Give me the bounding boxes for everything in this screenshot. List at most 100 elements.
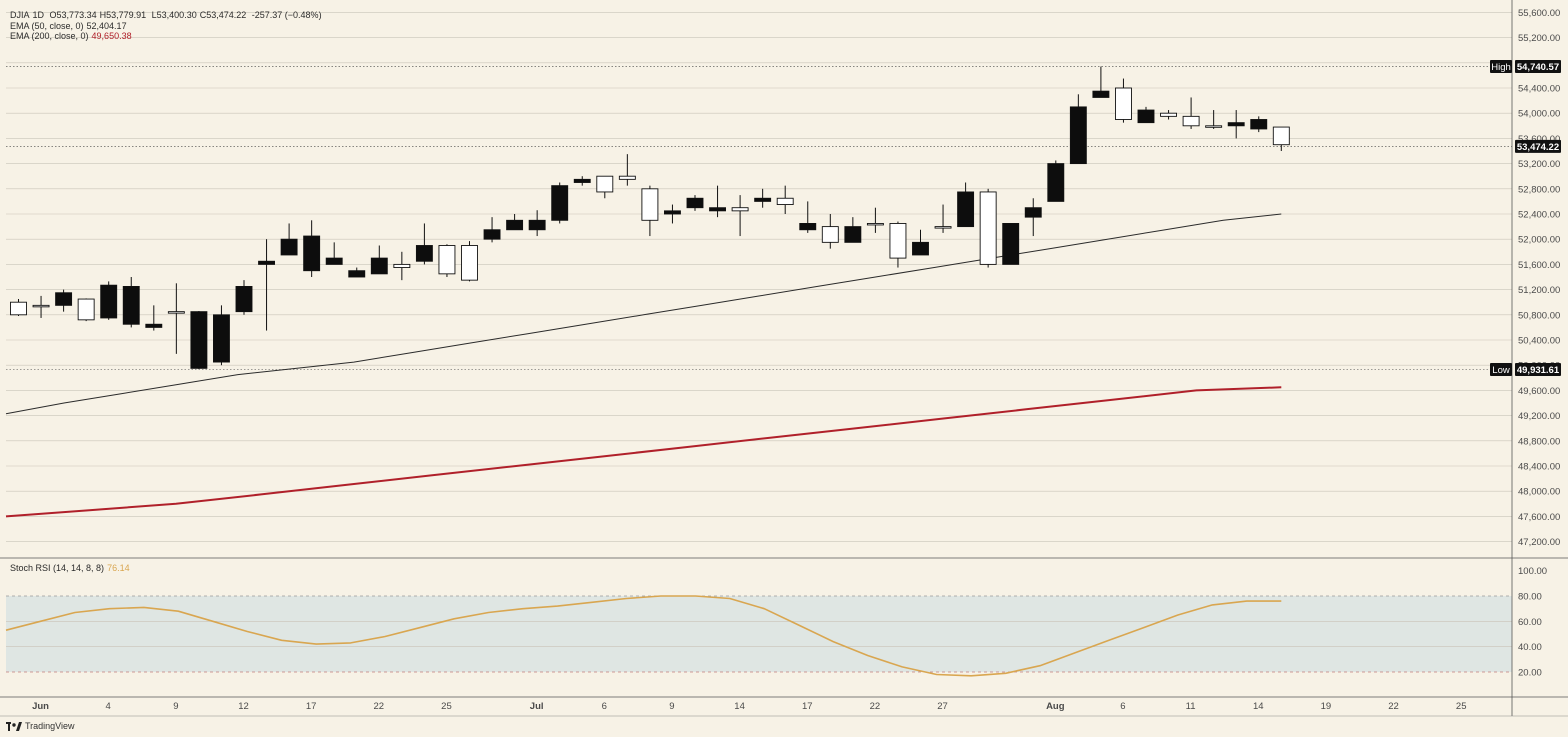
ema50-value: 52,404.17	[86, 21, 127, 31]
candle-body-down	[370, 257, 388, 275]
ema200-line	[5, 386, 1282, 518]
time-tick-label: 27	[937, 701, 948, 712]
low-tag-bg	[1490, 363, 1512, 377]
candle-body-up	[596, 175, 614, 193]
candle	[957, 182, 975, 228]
candle-body-up	[1160, 112, 1178, 117]
price-tick-label: 52,000.00	[1518, 235, 1560, 246]
candle-body-down	[190, 311, 208, 369]
candle	[1069, 94, 1087, 165]
high-tag-label: High	[1491, 62, 1511, 73]
candle-body-down	[235, 286, 253, 313]
last-value: 53,474.22	[1517, 142, 1559, 153]
candle-body-up	[618, 175, 636, 180]
candle	[1092, 66, 1110, 98]
price-grid	[6, 12, 1512, 542]
candle	[866, 207, 884, 233]
candle-body-down	[1047, 163, 1065, 202]
candle	[844, 217, 862, 243]
candle	[212, 305, 230, 366]
stoch-tick-label: 20.00	[1518, 668, 1542, 679]
ema200-value: 49,650.38	[91, 31, 132, 41]
candle-body-down	[325, 257, 343, 265]
candle-body-down	[1069, 106, 1087, 165]
time-tick-label: Aug	[1046, 701, 1065, 712]
ema50-line	[5, 213, 1282, 415]
candle-body-down	[912, 241, 929, 256]
candle-body-down	[1002, 222, 1020, 265]
time-tick-label: 19	[1321, 701, 1332, 712]
candle-body-down	[754, 197, 772, 202]
candle-body-up	[889, 222, 907, 259]
price-tick-label: 53,600.00	[1518, 134, 1560, 145]
candle	[528, 210, 546, 237]
candle	[167, 283, 185, 354]
candle	[122, 277, 140, 328]
time-tick-label: Jul	[530, 701, 544, 712]
candle-body-up	[821, 226, 839, 243]
candle	[799, 201, 817, 233]
candle-body-down	[280, 238, 298, 256]
candle	[596, 175, 614, 199]
high-value: 54,740.57	[1517, 62, 1559, 73]
ema50-label: EMA (50, close, 0)	[10, 21, 84, 31]
candle	[77, 298, 95, 322]
candle	[415, 223, 433, 265]
candle	[348, 267, 366, 278]
ohlc-legend: DJIA 1D O53,773.34 H53,779.91 L53,400.30 C5…	[10, 10, 325, 20]
time-tick-label: 11	[1186, 701, 1196, 712]
candle	[1272, 126, 1290, 151]
candle-body-down	[145, 323, 163, 328]
stoch-legend[interactable]: Stoch RSI (14, 14, 8, 8) 76.14	[10, 563, 133, 573]
candle	[506, 214, 524, 231]
candle-body-up	[866, 222, 884, 226]
time-tick-label: 22	[374, 701, 385, 712]
candle	[10, 299, 27, 317]
candle-body-down	[1250, 119, 1268, 130]
candle	[821, 214, 839, 249]
time-tick-label: 25	[441, 701, 452, 712]
candle	[889, 221, 907, 268]
candle	[573, 176, 591, 186]
candle	[280, 223, 298, 256]
time-tick-label: 6	[602, 701, 607, 712]
candle-body-down	[573, 178, 591, 183]
change-value: -257.37 (−0.48%)	[251, 10, 322, 20]
candle	[1137, 106, 1155, 124]
high-value-bg	[1515, 60, 1561, 74]
candle-body-down	[528, 219, 546, 231]
low-tag-label: Low	[1492, 365, 1510, 376]
ema50-legend[interactable]: EMA (50, close, 0) 52,404.17	[10, 21, 130, 31]
candle-body-up	[438, 245, 456, 275]
candle-body-down	[1092, 90, 1110, 98]
symbol: DJIA	[10, 10, 30, 20]
candle	[1160, 110, 1178, 120]
candle-body-up	[167, 311, 185, 314]
price-tick-label: 51,200.00	[1518, 285, 1560, 296]
ema200-legend[interactable]: EMA (200, close, 0) 49,650.38	[10, 31, 135, 41]
stoch-value: 76.14	[107, 563, 130, 573]
candle-body-down	[551, 185, 569, 221]
candle-body-up	[393, 263, 411, 268]
open-value: O53,773.34	[49, 10, 97, 20]
stoch-tick-label: 100.00	[1518, 566, 1547, 577]
candle-body-up	[1272, 126, 1290, 146]
candle-body-down	[100, 284, 118, 319]
price-tick-label: 52,800.00	[1518, 184, 1560, 195]
ema200-label: EMA (200, close, 0)	[10, 31, 89, 41]
last-value-bg	[1515, 139, 1561, 153]
candle	[618, 154, 636, 186]
candle-body-down	[1024, 207, 1042, 218]
candle	[1047, 160, 1065, 202]
candle	[55, 289, 73, 312]
candle	[709, 185, 726, 218]
candle-body-down	[1227, 122, 1245, 127]
candle-body-down	[957, 191, 975, 228]
time-tick-label: 17	[802, 701, 813, 712]
stoch-label: Stoch RSI (14, 14, 8, 8)	[10, 563, 105, 573]
candle	[912, 229, 929, 256]
candle	[100, 281, 118, 320]
tradingview-logo[interactable]: TradingView	[6, 721, 75, 731]
candle-body-down	[348, 270, 366, 278]
